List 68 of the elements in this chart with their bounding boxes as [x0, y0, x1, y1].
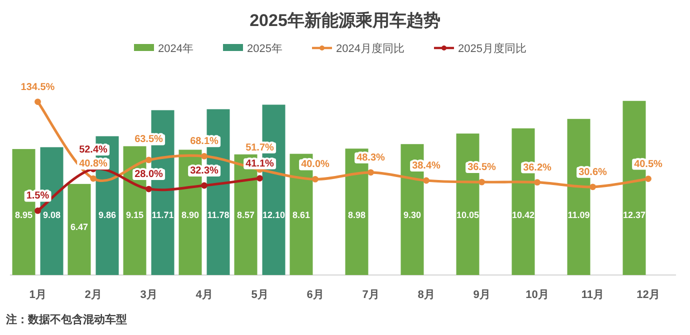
legend-label: 2025年: [247, 43, 282, 55]
point: [201, 152, 208, 160]
point: [34, 208, 41, 214]
point: [256, 175, 263, 182]
data-label: 12.37: [622, 210, 646, 220]
data-label: 6.47: [70, 222, 88, 232]
data-label: 51.7%: [246, 142, 274, 154]
point: [645, 176, 652, 182]
x-tick-label: 2月: [84, 289, 102, 301]
data-label: 9.15: [126, 210, 144, 220]
point: [590, 184, 596, 190]
point: [312, 176, 318, 182]
x-tick-label: 8月: [418, 289, 435, 301]
data-label: 38.4%: [412, 160, 441, 172]
point: [534, 179, 540, 186]
data-label: 48.3%: [356, 152, 386, 164]
x-tick-label: 7月: [362, 289, 380, 301]
data-label: 11.09: [568, 210, 590, 220]
x-tick-label: 9月: [473, 289, 490, 301]
point: [368, 169, 374, 176]
data-label: 52.4%: [79, 144, 108, 156]
point: [423, 177, 430, 184]
legend-label: 2024年: [158, 43, 194, 55]
point: [34, 98, 41, 105]
data-label: 40.0%: [301, 159, 330, 170]
data-label: 11.71: [152, 210, 174, 220]
x-tick-label: 12月: [636, 289, 660, 301]
legend-label: 2024月度同比: [336, 42, 404, 55]
data-label: 8.57: [236, 210, 255, 220]
data-label: 10.05: [456, 210, 480, 220]
x-tick-label: 6月: [306, 289, 324, 301]
data-label: 8.90: [181, 210, 200, 220]
data-label: 28.0%: [134, 169, 164, 180]
point: [146, 186, 152, 192]
point: [201, 182, 208, 189]
data-label: 30.6%: [578, 166, 608, 178]
data-label: 68.1%: [190, 136, 219, 148]
data-label: 9.08: [42, 210, 61, 220]
data-label: 40.5%: [634, 158, 663, 170]
data-label: 40.8%: [79, 158, 108, 170]
data-label: 41.1%: [246, 158, 274, 170]
data-label: 8.98: [348, 210, 366, 220]
point: [146, 156, 152, 164]
data-label: 32.3%: [190, 166, 219, 176]
data-label: 1.5%: [26, 190, 50, 202]
point: [90, 175, 96, 182]
legend-label: 2025月度同比: [458, 42, 526, 55]
x-tick-label: 3月: [140, 289, 158, 301]
x-tick-label: 10月: [526, 289, 549, 301]
x-tick-label: 4月: [196, 289, 213, 301]
x-tick-label: 5月: [251, 289, 268, 301]
x-tick-label: 11月: [581, 289, 604, 301]
data-label: 11.78: [207, 210, 230, 220]
bar: [68, 184, 91, 275]
data-label: 36.2%: [523, 162, 552, 174]
data-label: 134.5%: [20, 82, 55, 93]
data-label: 8.61: [292, 210, 310, 220]
point: [478, 178, 485, 186]
data-label: 10.42: [512, 210, 535, 220]
data-label: 8.95: [14, 210, 33, 220]
data-label: 63.5%: [134, 134, 164, 146]
data-label: 12.10: [262, 210, 286, 220]
chart-title: 2025年新能源乘用车趋势: [250, 11, 440, 30]
data-label: 36.5%: [468, 162, 496, 174]
text: 注：数据不包含混动车型: [5, 313, 127, 326]
data-label: 9.30: [403, 210, 422, 220]
x-tick-label: 1月: [29, 289, 46, 301]
data-label: 9.86: [98, 210, 116, 220]
